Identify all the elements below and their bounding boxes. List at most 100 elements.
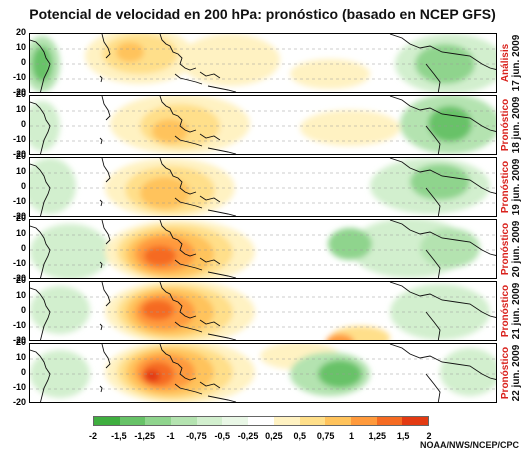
color-swatch: [119, 417, 146, 425]
america-coastline: [389, 34, 496, 92]
asia-coastline: [159, 344, 237, 402]
color-swatch: [299, 417, 326, 425]
panel-date-label: Pronóstico 21 jun. 2009: [499, 281, 523, 341]
panel-status-text: Análisis: [500, 43, 511, 83]
panel-map-svg: [30, 96, 496, 154]
panel-date-label: Pronóstico 20 jun. 2009: [499, 219, 523, 279]
map-panel: [29, 33, 497, 93]
y-tick-label: 20: [15, 213, 26, 223]
color-scale-label: -1: [166, 431, 175, 441]
india-coastline: [99, 158, 111, 207]
panel-date-text: 20 jun. 2009: [511, 220, 522, 278]
india-coastline: [99, 344, 111, 393]
panel-date-label: Pronóstico 18 jun. 2009: [499, 95, 523, 155]
panel-map-svg: [30, 158, 496, 216]
anomaly-blob: [180, 34, 280, 86]
color-scale-bar: [93, 416, 429, 426]
y-tick-label: 0: [20, 119, 26, 129]
africa-coastline: [30, 225, 51, 278]
anomaly-blob: [144, 246, 176, 266]
africa-coastline: [30, 39, 51, 92]
y-tick-label: 10: [15, 166, 26, 176]
anomaly-blob: [328, 228, 372, 260]
color-scale-label: 1: [348, 431, 354, 441]
color-scale-label: -0,25: [237, 431, 259, 441]
y-tick-label: 20: [15, 151, 26, 161]
color-scale-label: -2: [88, 431, 98, 441]
anomaly-blob: [300, 110, 400, 146]
color-swatch: [273, 417, 300, 425]
panel-date-text: 17 jun. 2009: [511, 34, 522, 92]
panel-date-text: 18 jun. 2009: [511, 96, 522, 154]
anomaly-blob: [290, 59, 370, 89]
y-tick-label: 0: [20, 367, 26, 377]
anomaly-blob: [428, 106, 472, 142]
africa-coastline: [30, 163, 51, 216]
anomaly-blob: [140, 177, 190, 209]
anomaly-blob: [318, 360, 362, 388]
y-tick-label: 10: [15, 228, 26, 238]
color-swatch: [248, 417, 274, 425]
y-tick-label: 0: [20, 305, 26, 315]
america-coastline: [389, 344, 496, 402]
y-tick-label: 10: [15, 352, 26, 362]
panel-status-text: Pronóstico: [500, 346, 511, 400]
color-swatch: [325, 417, 351, 425]
y-tick-label: -20: [12, 87, 26, 97]
y-tick-label: -10: [12, 72, 26, 82]
america-coastline: [389, 158, 496, 216]
map-panel: [29, 95, 497, 155]
asia-coastline: [159, 34, 237, 92]
y-tick-label: 20: [15, 275, 26, 285]
color-swatch: [171, 417, 197, 425]
map-panel: [29, 219, 497, 279]
color-swatch: [94, 417, 120, 425]
y-tick-label: 20: [15, 89, 26, 99]
map-title: Potencial de velocidad en 200 hPa: pronó…: [29, 6, 496, 22]
america-coastline: [389, 282, 496, 340]
anomaly-blob: [152, 119, 188, 143]
anomaly-blob: [326, 334, 354, 340]
color-swatch: [376, 417, 403, 425]
panel-date-text: 22 jun. 2009: [511, 344, 522, 402]
y-tick-label: 20: [15, 27, 26, 37]
y-tick-label: -20: [12, 149, 26, 159]
anomaly-blob: [116, 42, 144, 62]
anomaly-blob: [30, 224, 110, 278]
y-tick-label: -20: [12, 211, 26, 221]
y-tick-label: -10: [12, 196, 26, 206]
y-tick-label: -10: [12, 320, 26, 330]
color-scale-label: -1,25: [134, 431, 155, 441]
color-scale-label: 0,75: [316, 431, 335, 441]
color-scale-label: -0,5: [214, 431, 230, 441]
asia-coastline: [159, 220, 237, 278]
america-coastline: [389, 220, 496, 278]
asia-coastline: [159, 282, 237, 340]
map-panel: [29, 281, 497, 341]
y-tick-label: 10: [15, 42, 26, 52]
anomaly-blob: [440, 348, 496, 396]
anomaly-blob: [144, 370, 160, 382]
color-swatch: [145, 417, 172, 425]
india-coastline: [99, 220, 111, 269]
y-tick-label: 0: [20, 57, 26, 67]
color-scale-label: 2: [426, 431, 432, 441]
y-tick-label: -10: [12, 134, 26, 144]
india-coastline: [99, 282, 111, 331]
y-tick-label: -20: [12, 273, 26, 283]
y-tick-label: 0: [20, 181, 26, 191]
panel-status-text: Pronóstico: [500, 98, 511, 152]
panel-map-svg: [30, 344, 496, 402]
y-tick-label: -10: [12, 258, 26, 268]
color-swatch: [196, 417, 223, 425]
color-scale-label: 0,5: [293, 431, 307, 441]
y-tick-label: 0: [20, 243, 26, 253]
map-panel: [29, 157, 497, 217]
asia-coastline: [159, 96, 237, 154]
y-tick-label: -20: [12, 335, 26, 345]
panel-status-text: Pronóstico: [500, 160, 511, 214]
color-scale-label: -1,5: [111, 431, 127, 441]
africa-coastline: [30, 101, 51, 154]
panel-status-text: Pronóstico: [500, 284, 511, 338]
anomaly-blob: [410, 164, 470, 200]
